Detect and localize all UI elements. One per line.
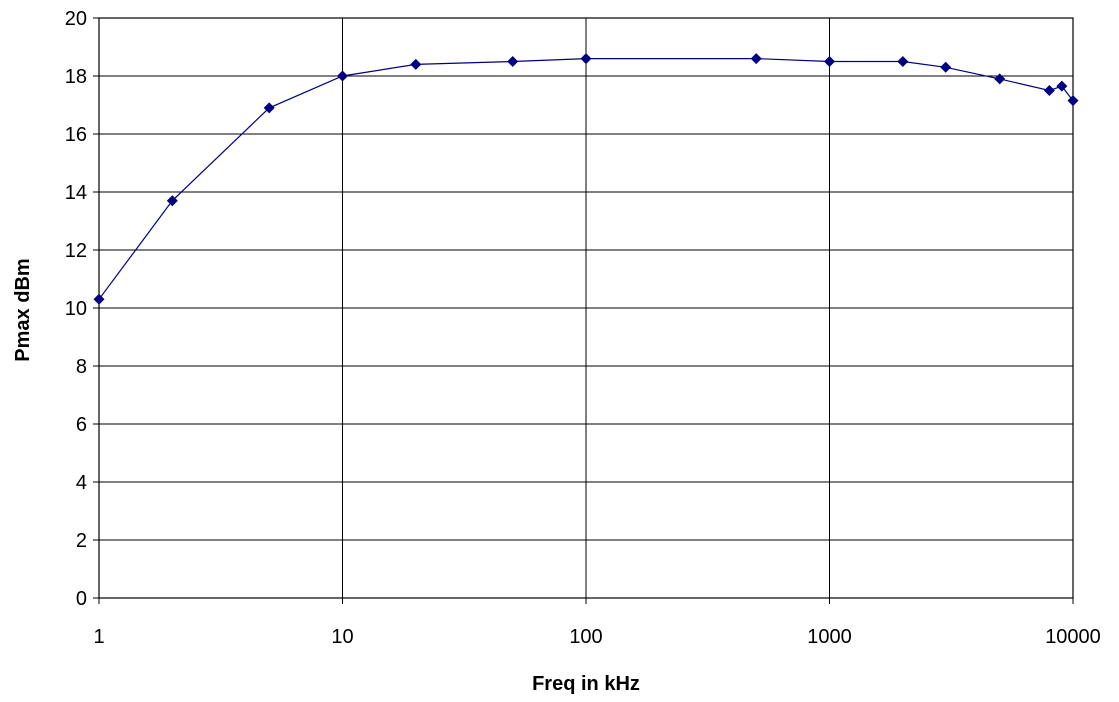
data-point <box>166 195 178 207</box>
data-point <box>824 56 835 67</box>
tick-labels: 0 2 4 6 8 10 12 14 16 18 20 1 10 100 1000 10000 <box>65 8 1101 648</box>
x-tick-label: 1 <box>93 626 104 648</box>
y-tick-label: 10 <box>65 298 87 320</box>
data-point <box>994 73 1006 85</box>
x-tick-label: 1000 <box>807 626 852 648</box>
data-point <box>1067 95 1079 107</box>
data-point <box>93 293 105 305</box>
x-tick-label: 100 <box>569 626 602 648</box>
x-tick-label: 10000 <box>1045 626 1101 648</box>
grid <box>98 17 1074 599</box>
y-tick-label: 6 <box>76 414 87 436</box>
data-point <box>750 53 762 65</box>
y-tick-label: 4 <box>76 472 87 494</box>
y-tick-label: 20 <box>65 8 87 30</box>
data-point <box>263 102 275 114</box>
y-tick-label: 18 <box>65 66 87 88</box>
y-tick-label: 0 <box>76 588 87 610</box>
data-point <box>410 58 422 70</box>
plot-area-border <box>98 17 1074 599</box>
data-point <box>940 61 952 73</box>
y-tick-label: 16 <box>65 124 87 146</box>
axes <box>93 17 1074 604</box>
data-point <box>337 70 348 82</box>
x-tick-label: 10 <box>331 626 353 648</box>
y-tick-label: 12 <box>65 240 87 262</box>
data-point <box>507 56 519 67</box>
y-tick-label: 2 <box>76 530 87 552</box>
data-point <box>1056 80 1068 92</box>
data-point <box>1043 85 1055 96</box>
x-axis-title: Freq in kHz <box>532 673 640 695</box>
data-point <box>897 56 909 67</box>
y-tick-label: 14 <box>65 182 87 204</box>
y-tick-label: 8 <box>76 356 87 378</box>
y-axis-title: Pmax dBm <box>12 258 34 361</box>
series <box>93 53 1079 305</box>
data-point <box>580 53 592 65</box>
